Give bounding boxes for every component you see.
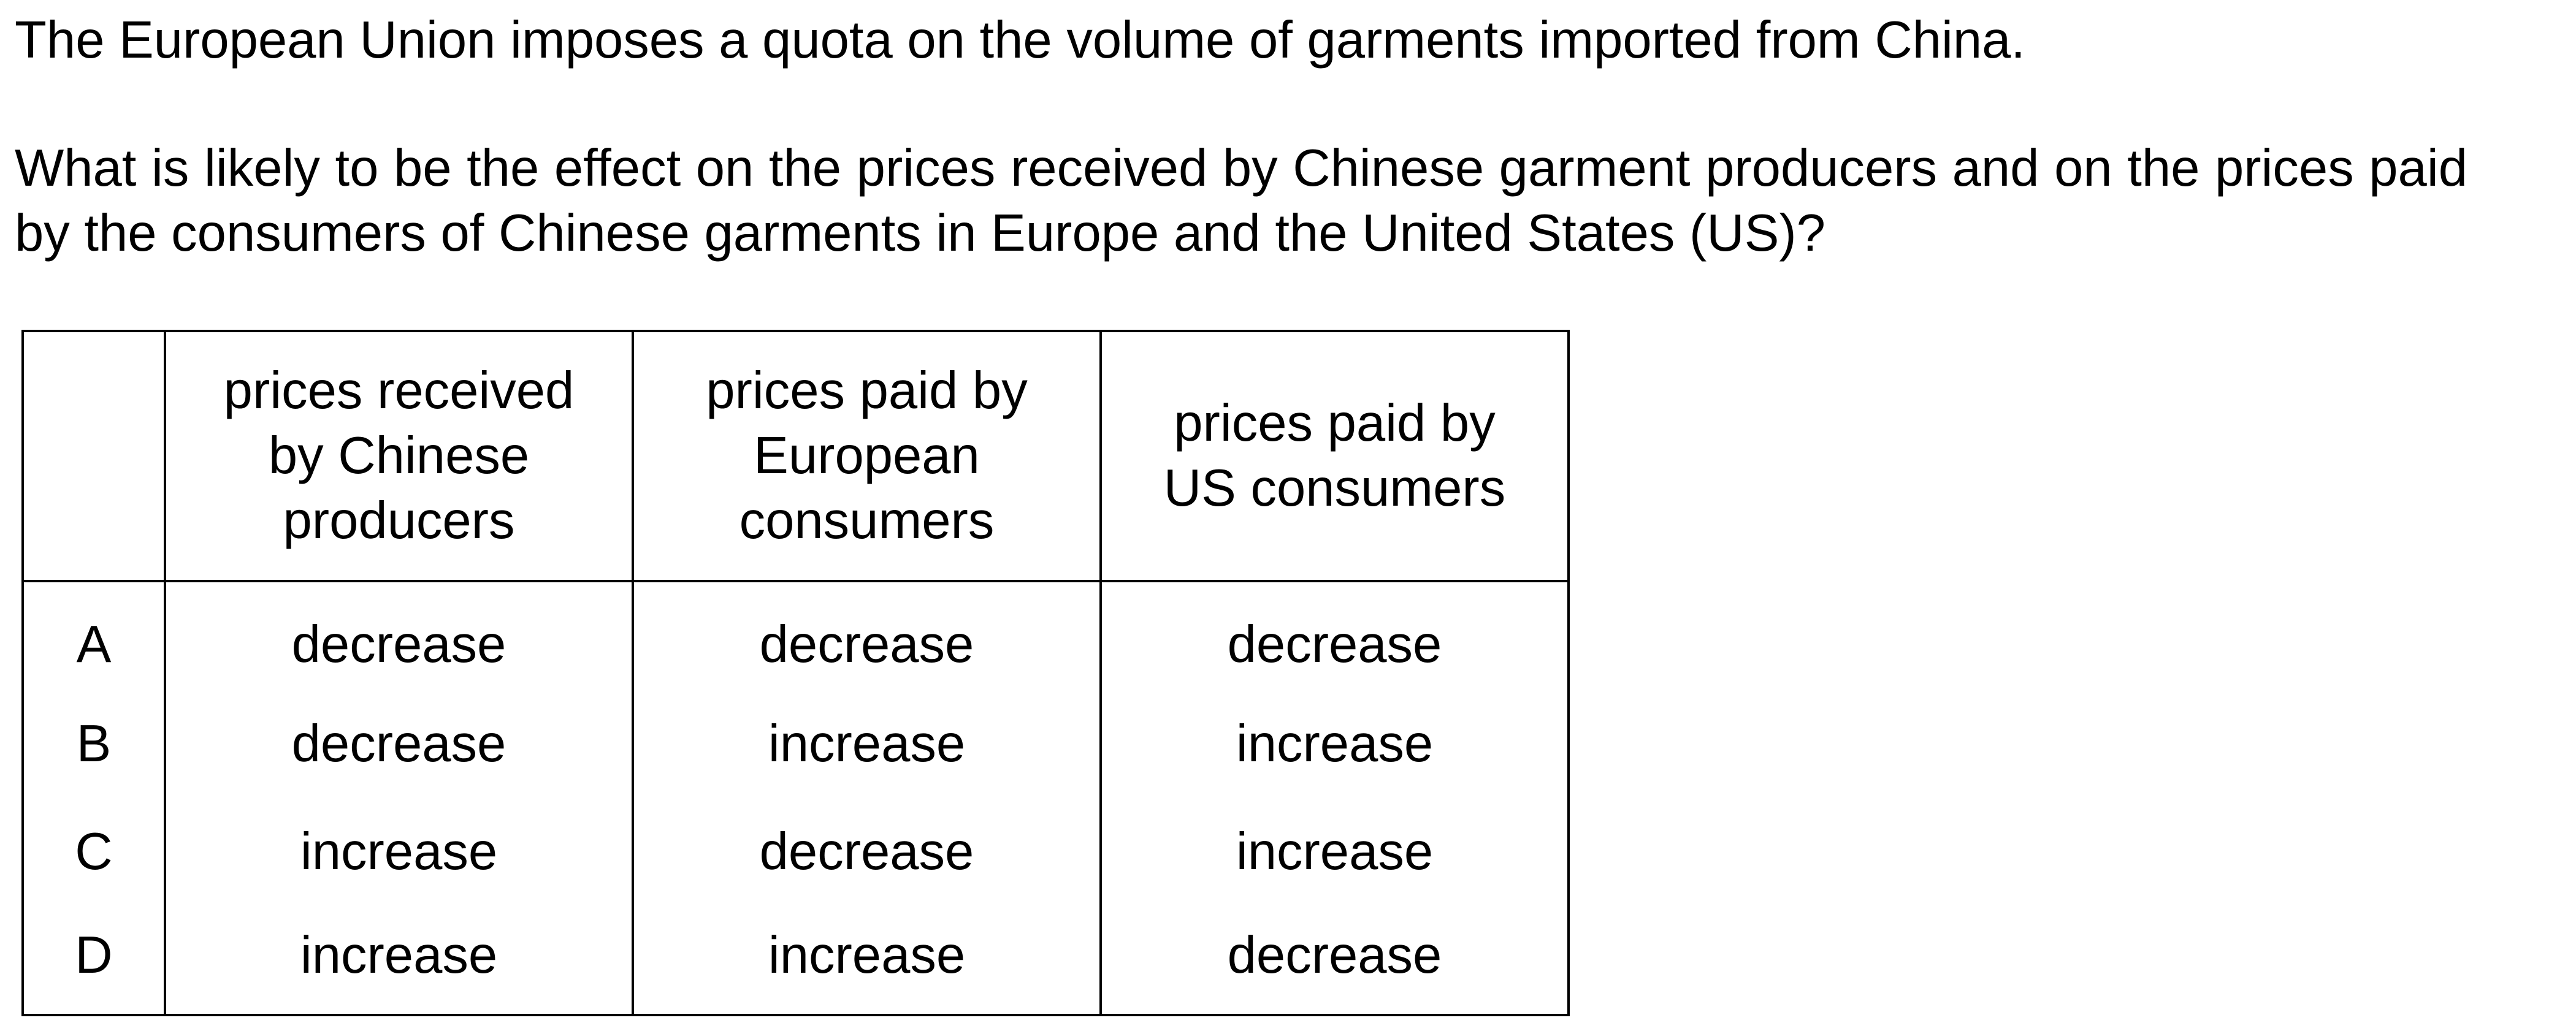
table-row-option-a: A decrease decrease decrease [21, 581, 1570, 690]
option-cell: increase [632, 906, 1102, 1016]
option-cell: decrease [1099, 906, 1570, 1016]
option-cell: increase [632, 690, 1102, 798]
table-row-option-b: B decrease increase increase [21, 690, 1570, 798]
option-letter: C [21, 798, 166, 906]
option-letter: B [21, 690, 166, 798]
table-row-option-d: D increase increase decrease [21, 906, 1570, 1016]
option-letter: A [21, 581, 166, 690]
option-cell: decrease [1099, 581, 1570, 690]
option-cell: increase [1099, 690, 1570, 798]
question-stem: The European Union imposes a quota on th… [15, 11, 2026, 69]
header-us-consumers: prices paid by US consumers [1099, 330, 1570, 582]
option-cell: decrease [164, 581, 634, 690]
option-cell: increase [1099, 798, 1570, 906]
header-chinese-producers: prices received by Chinese producers [164, 330, 634, 582]
table-header-row: prices received by Chinese producers pri… [21, 330, 1570, 582]
header-european-consumers: prices paid by European consumers [632, 330, 1102, 582]
option-cell: increase [164, 906, 634, 1016]
option-cell: decrease [632, 581, 1102, 690]
option-cell: decrease [632, 798, 1102, 906]
table-row-option-c: C increase decrease increase [21, 798, 1570, 906]
option-letter: D [21, 906, 166, 1016]
option-cell: decrease [164, 690, 634, 798]
option-cell: increase [164, 798, 634, 906]
header-blank-cell [21, 330, 166, 582]
question-text: What is likely to be the effect on the p… [15, 139, 2467, 262]
answer-options-table: prices received by Chinese producers pri… [21, 330, 1570, 1016]
question-page: The European Union imposes a quota on th… [15, 0, 2559, 1023]
